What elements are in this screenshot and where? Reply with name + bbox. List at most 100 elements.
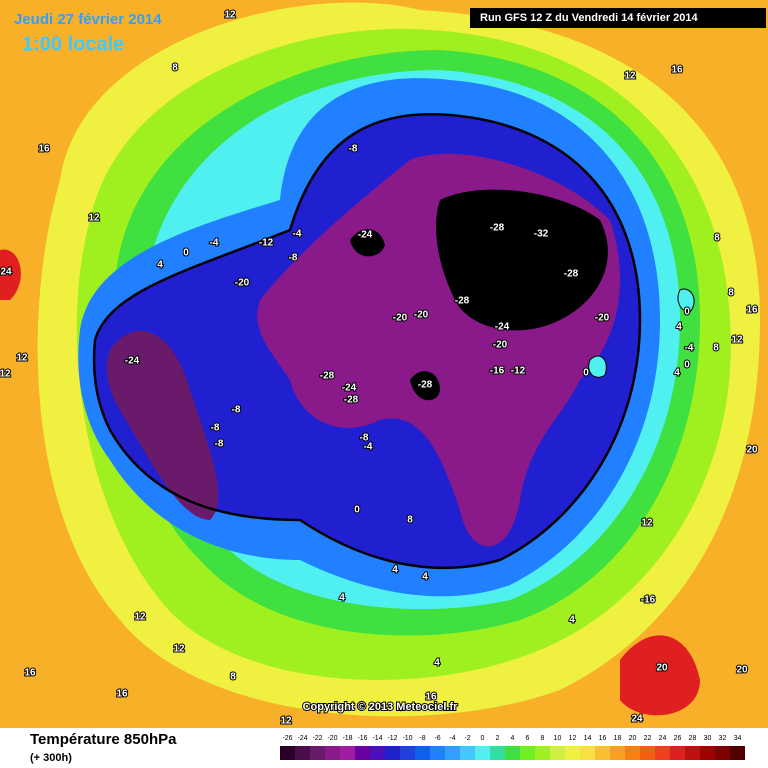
legend-label: -18 — [342, 735, 352, 742]
legend-label: -12 — [387, 735, 397, 742]
legend-swatch — [625, 746, 640, 760]
legend-swatch — [520, 746, 535, 760]
contour-label: -12 — [259, 238, 274, 249]
legend-label: 32 — [719, 735, 727, 742]
map-layer — [410, 371, 440, 401]
legend-label: -22 — [312, 735, 322, 742]
legend-label: -8 — [419, 735, 425, 742]
contour-label: 20 — [736, 665, 748, 676]
contour-label: 0 — [684, 360, 690, 371]
legend-swatch — [580, 746, 595, 760]
contour-label: -4 — [364, 442, 373, 453]
legend-swatch — [400, 746, 415, 760]
contour-label: -8 — [360, 433, 369, 444]
footer-subtitle: (+ 300h) — [30, 752, 72, 764]
contour-label: -12 — [511, 366, 526, 377]
contour-label: 8 — [728, 288, 734, 299]
legend-label: 4 — [511, 735, 515, 742]
contour-label: -8 — [349, 144, 358, 155]
contour-label: -20 — [235, 278, 250, 289]
legend-swatch — [490, 746, 505, 760]
legend-swatch — [550, 746, 565, 760]
contour-label: 12 — [224, 10, 236, 21]
contour-label: 8 — [713, 343, 719, 354]
contour-label: -28 — [320, 371, 335, 382]
contour-label: 16 — [24, 668, 36, 679]
run-box — [470, 8, 766, 28]
legend-label: 0 — [481, 735, 485, 742]
contour-label: -16 — [490, 366, 505, 377]
contour-label: 16 — [425, 692, 437, 703]
contour-label: 12 — [88, 213, 100, 224]
contour-label: -24 — [342, 383, 357, 394]
contour-label: 8 — [714, 233, 720, 244]
contour-label: -20 — [393, 313, 408, 324]
contour-label: -8 — [211, 423, 220, 434]
contour-label: -20 — [414, 310, 429, 321]
legend-label: 20 — [629, 735, 637, 742]
map-layer — [435, 189, 608, 331]
legend-swatch — [670, 746, 685, 760]
legend-label: 34 — [734, 735, 742, 742]
contour-label: 0 — [354, 505, 360, 516]
legend-swatch — [715, 746, 730, 760]
contour-label: 16 — [38, 144, 50, 155]
run: Run GFS 12 Z du Vendredi 14 février 2014 — [480, 12, 699, 24]
time: 1:00 locale — [22, 33, 124, 55]
legend-label: 2 — [496, 735, 500, 742]
contour-line — [92, 113, 642, 570]
contour-label: 4 — [422, 572, 428, 583]
contour-label: -20 — [595, 313, 610, 324]
contour-label: 4 — [157, 260, 163, 271]
legend-swatch — [325, 746, 340, 760]
contour-label: -28 — [564, 269, 579, 280]
legend-label: -20 — [327, 735, 337, 742]
map-layer — [0, 249, 700, 716]
contour-label: 8 — [172, 63, 178, 74]
legend-label: 18 — [614, 735, 622, 742]
contour-label: 16 — [746, 305, 758, 316]
legend-label: -2 — [464, 735, 470, 742]
contour-label: 4 — [676, 322, 682, 333]
contour-label: 12 — [0, 369, 11, 380]
contour-label: -28 — [490, 223, 505, 234]
legend-swatch — [655, 746, 670, 760]
contour-label: -4 — [293, 229, 302, 240]
legend-label: -24 — [297, 735, 307, 742]
contour-label: -8 — [232, 405, 241, 416]
legend-swatch — [415, 746, 430, 760]
contour-label: 12 — [134, 612, 146, 623]
legend-swatch — [460, 746, 475, 760]
contour-label: -28 — [455, 296, 470, 307]
contour-label: 12 — [173, 644, 185, 655]
legend-swatch — [475, 746, 490, 760]
contour-label: 4 — [392, 565, 398, 576]
legend-label: -26 — [282, 735, 292, 742]
legend-swatch — [505, 746, 520, 760]
legend-label: 16 — [599, 735, 607, 742]
legend-label: 28 — [689, 735, 697, 742]
footer-title: Température 850hPa — [30, 731, 177, 748]
legend-swatch — [640, 746, 655, 760]
contour-label: 20 — [746, 445, 758, 456]
contour-label: 24 — [631, 714, 643, 725]
legend-swatch — [295, 746, 310, 760]
copyright: Copyright © 2013 Meteociel.fr — [303, 701, 459, 713]
legend-swatch — [730, 746, 745, 760]
legend-label: -4 — [449, 735, 455, 742]
contour-label: 24 — [0, 267, 12, 278]
legend-label: -10 — [402, 735, 412, 742]
legend-label: -16 — [357, 735, 367, 742]
contour-label: -8 — [289, 253, 298, 264]
legend-swatch — [430, 746, 445, 760]
contour-label: 4 — [674, 368, 680, 379]
legend-swatch — [280, 746, 295, 760]
legend-label: 10 — [554, 735, 562, 742]
contour-label: 12 — [641, 518, 653, 529]
legend-label: 14 — [584, 735, 592, 742]
map-layer — [107, 330, 219, 520]
legend-label: 30 — [704, 735, 712, 742]
contour-label: 8 — [407, 515, 413, 526]
contour-label: -8 — [215, 439, 224, 450]
contour-label: 16 — [116, 689, 128, 700]
